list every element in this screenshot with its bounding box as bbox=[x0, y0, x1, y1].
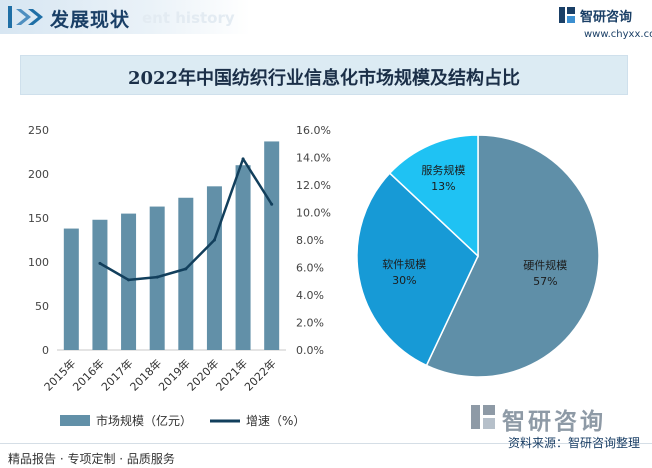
right-axis-tick-label: 16.0% bbox=[296, 124, 331, 137]
brand-watermark-name: 智研咨询 bbox=[502, 409, 606, 435]
brand-logo-icon bbox=[559, 7, 575, 23]
growth-point bbox=[155, 275, 159, 279]
left-axis-tick-label: 250 bbox=[28, 124, 49, 137]
growth-point bbox=[212, 238, 216, 242]
left-axis-tick-label: 100 bbox=[28, 256, 49, 269]
header-subtitle: ent history bbox=[142, 9, 235, 27]
pie-slice-label: 软件规模 bbox=[382, 257, 426, 271]
right-axis-tick-label: 12.0% bbox=[296, 179, 331, 192]
growth-point bbox=[241, 157, 245, 161]
brand-watermark-logo: 智研咨询 bbox=[470, 402, 650, 435]
left-axis-tick-label: 50 bbox=[35, 300, 49, 313]
bar bbox=[206, 186, 222, 350]
chart-area: 0 50 100 150 200 250 0.0% 2.0% 4.0% 6.0% 8.0% 10.0%… bbox=[28, 124, 600, 428]
right-axis-tick-label: 10.0% bbox=[296, 207, 331, 220]
pie-slice-value: 13% bbox=[431, 180, 455, 193]
page-header: ent history 发展现状 bbox=[0, 0, 652, 44]
right-axis-tick-label: 2.0% bbox=[296, 317, 324, 330]
legend-bar-label: 市场规模（亿元） bbox=[96, 413, 192, 428]
chart-title: 2022年中国纺织行业信息化市场规模及结构占比 bbox=[127, 68, 521, 89]
bar bbox=[235, 165, 251, 350]
pie-slice-label: 服务规模 bbox=[421, 163, 465, 177]
pie-slice bbox=[356, 172, 479, 367]
pie-slice-value: 57% bbox=[533, 275, 557, 288]
bar bbox=[92, 219, 108, 350]
footer-divider bbox=[0, 443, 652, 444]
left-axis-tick-label: 200 bbox=[28, 168, 49, 181]
pie-slice bbox=[425, 134, 600, 378]
left-axis-tick-label: 150 bbox=[28, 212, 49, 225]
right-axis-tick-label: 4.0% bbox=[296, 289, 324, 302]
footer-slogan: 精品报告 · 专项定制 · 品质服务 bbox=[8, 452, 175, 466]
brand-name: 智研咨询 bbox=[580, 10, 633, 25]
brand-watermark-icon bbox=[471, 405, 495, 429]
legend-line-label: 增速（%） bbox=[246, 414, 305, 428]
pie-slice-label: 硬件规模 bbox=[523, 258, 567, 272]
legend-bar-swatch bbox=[60, 415, 90, 426]
x-axis-tick-label: 2022年 bbox=[241, 356, 278, 393]
growth-point bbox=[127, 278, 131, 282]
header-accent-bar bbox=[8, 6, 12, 28]
growth-point bbox=[270, 202, 274, 206]
bar bbox=[121, 213, 137, 350]
double-arrow-icon bbox=[16, 9, 43, 25]
right-axis-tick-label: 6.0% bbox=[296, 262, 324, 275]
right-axis-tick-label: 8.0% bbox=[296, 234, 324, 247]
pie-slice-value: 30% bbox=[392, 274, 416, 287]
pie-slice bbox=[388, 134, 479, 258]
right-axis-tick-label: 14.0% bbox=[296, 152, 331, 165]
left-axis-tick-label: 0 bbox=[42, 344, 49, 357]
right-axis-tick-label: 0.0% bbox=[296, 344, 324, 357]
bar bbox=[264, 141, 280, 350]
growth-point bbox=[184, 267, 188, 271]
bar bbox=[63, 228, 79, 350]
growth-point bbox=[98, 261, 102, 265]
brand-url: www.chyxx.com bbox=[584, 29, 652, 40]
header-title: 发展现状 bbox=[50, 9, 131, 31]
chart-title-box: 2022年中国纺织行业信息化市场规模及结构占比 bbox=[20, 55, 628, 95]
source-note: 资料来源：智研咨询整理 bbox=[508, 436, 641, 450]
bar bbox=[178, 197, 194, 350]
